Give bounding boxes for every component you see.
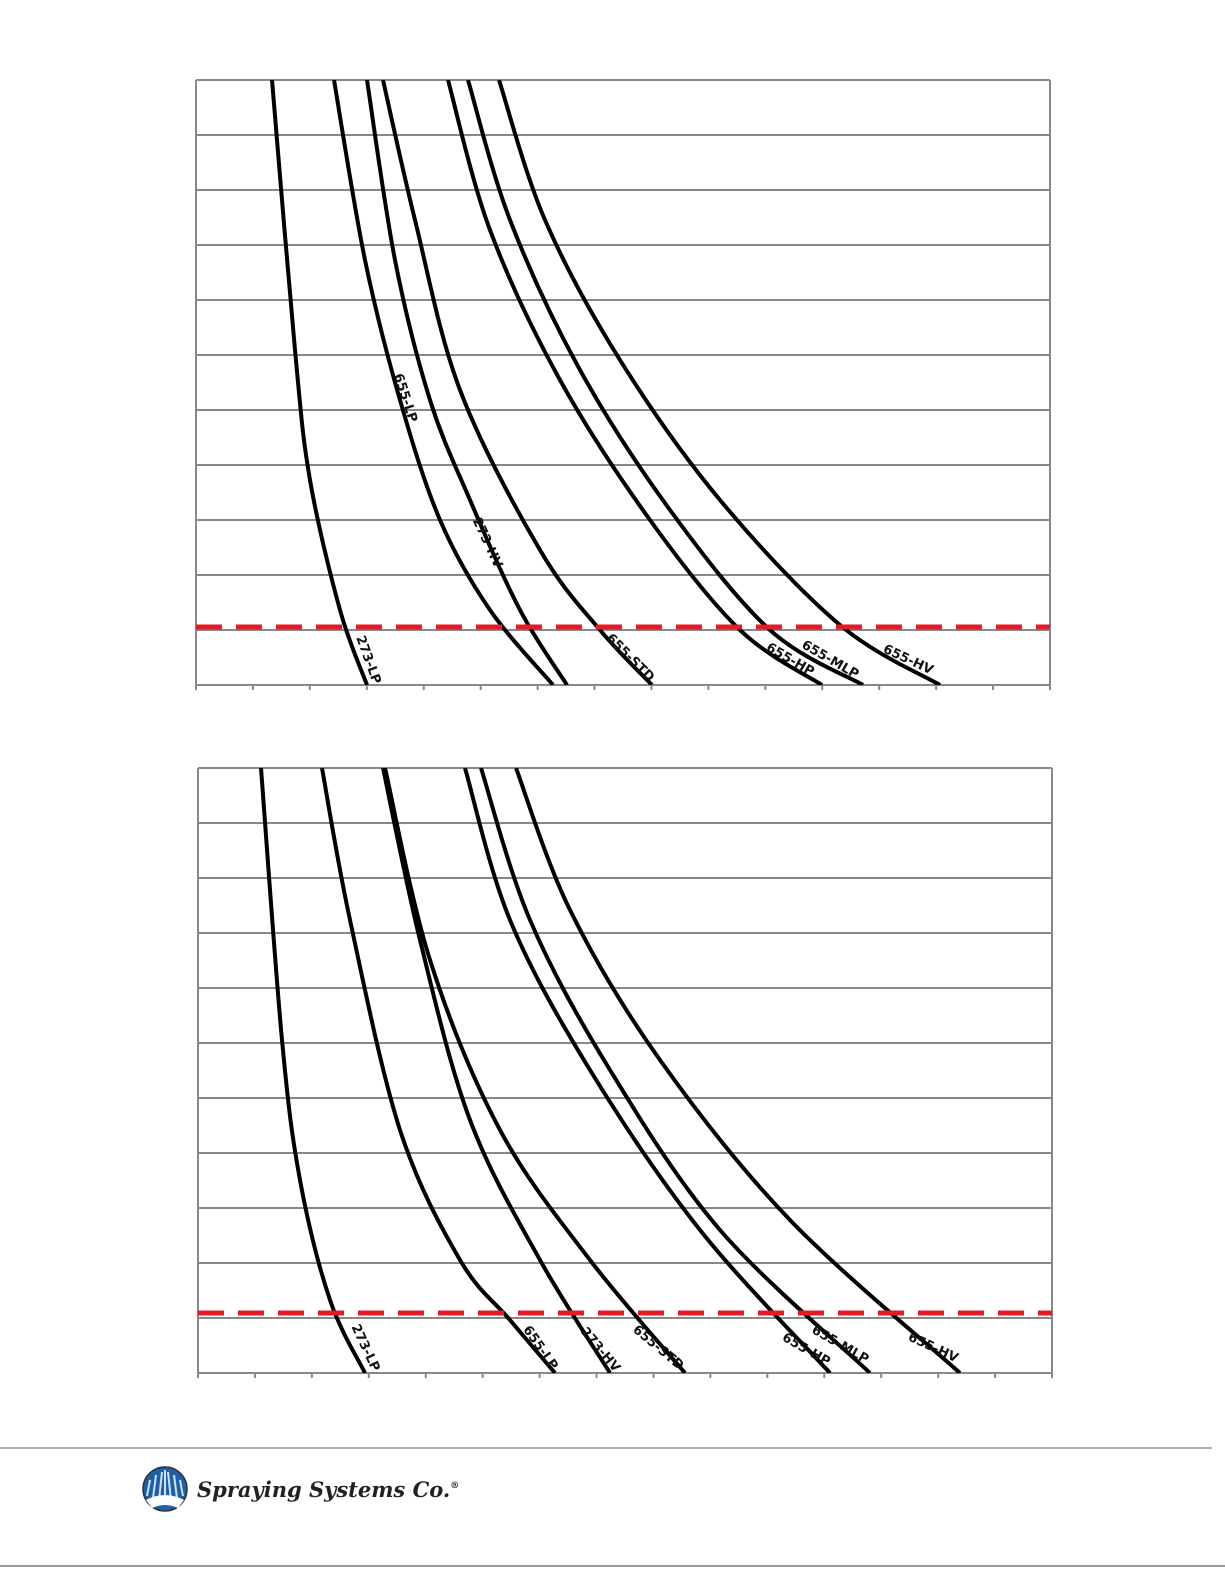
company-text: Spraying Systems Co. [197,1477,450,1502]
curve-label: 273-HV [577,1325,623,1376]
curve-label: 655-STD [630,1322,687,1373]
logo [142,1466,188,1512]
company-name: Spraying Systems Co.® [197,1477,459,1502]
curve-label: 655-HV [906,1330,961,1366]
curve [497,80,942,685]
curve [332,80,555,685]
curve-label: 655-STD [603,631,657,685]
curve-label: 655-LP [519,1323,560,1373]
curve [365,80,569,685]
curve-label: 655-LP [390,372,420,425]
curves [270,80,942,685]
curve [446,80,824,685]
curves [259,768,962,1373]
curve [259,768,367,1373]
curve [270,80,369,685]
curve [383,768,687,1373]
curve [466,80,865,685]
registered-mark: ® [450,1481,459,1491]
curve [381,80,654,685]
curve [320,768,557,1373]
curve [514,768,962,1373]
curve [381,768,612,1373]
curve [479,768,872,1373]
curve [463,768,832,1373]
curve-label: 273-HV [469,516,505,571]
